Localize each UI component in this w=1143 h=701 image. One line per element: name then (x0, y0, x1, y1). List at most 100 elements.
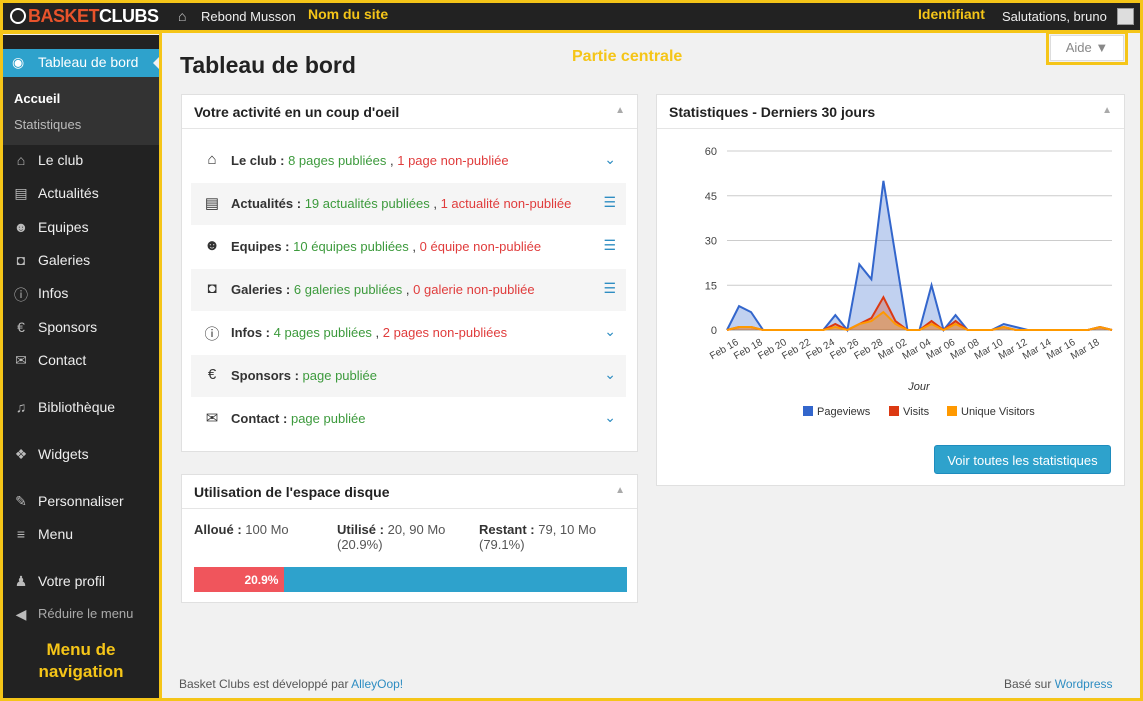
disk-used: Utilisé : 20, 90 Mo (20.9%) (337, 522, 446, 552)
collapse-toggle-icon[interactable]: ▲ (1102, 105, 1112, 116)
submenu-item-accueil[interactable]: Accueil (14, 91, 61, 106)
sidebar-item-equipes[interactable]: ☻ Equipes (13, 219, 89, 235)
disk-widget-header[interactable]: Utilisation de l'espace disque ▲ (182, 475, 637, 509)
published-count[interactable]: 6 galeries publiées (293, 282, 403, 297)
activity-label: Sponsors : (231, 368, 299, 383)
unpublished-count[interactable]: 0 galerie non-publiée (413, 282, 535, 297)
document-icon: ▤ (204, 195, 220, 212)
info-icon: ⓘ (14, 287, 28, 303)
annotation-central: Partie centrale (572, 48, 683, 65)
disk-usage-widget: Utilisation de l'espace disque ▲ Alloué … (181, 474, 638, 603)
wordpress-link[interactable]: Wordpress (1054, 677, 1113, 691)
annotation-identifier: Identifiant (918, 6, 985, 22)
sidebar-item-contact[interactable]: ✉ Contact (3, 347, 159, 375)
alleyoop-link[interactable]: AlleyOop! (351, 677, 404, 691)
collapse-toggle-icon[interactable]: ▲ (615, 105, 625, 116)
expand-chevron-icon[interactable]: ⌄ (604, 323, 616, 339)
media-icon: ♫ (15, 399, 27, 415)
camera-icon: ◘ (16, 252, 26, 268)
dashboard-icon: ◉ (12, 54, 25, 70)
series-area-visits (727, 297, 1112, 330)
sidebar-item-menu[interactable]: ≡ Menu (3, 521, 159, 549)
expand-chevron-icon[interactable]: ⌄ (604, 366, 616, 382)
submenu-item-statistiques[interactable]: Statistiques (14, 117, 82, 132)
series-line-unique-visitors (726, 310, 1113, 332)
sidebar-item-infos[interactable]: ⓘ Infos (14, 285, 69, 303)
legend-visits: Visits (889, 406, 929, 418)
annotation-site-name: Nom du site (308, 6, 389, 22)
info-icon: ⓘ (204, 326, 220, 343)
x-axis-label: Jour (907, 381, 931, 393)
series-line-pageviews (726, 180, 1113, 333)
unpublished-count[interactable]: 1 page non-publiée (397, 153, 509, 168)
document-icon: ▤ (14, 185, 28, 201)
footer-left: Basket Clubs est développé par AlleyOop! (179, 677, 404, 691)
activity-row: ⓘ Infos : 4 pages publiées , 2 pages non-… (204, 323, 616, 343)
help-tab[interactable]: Aide ▼ (1050, 35, 1124, 61)
sidebar-item-sponsors[interactable]: € Sponsors (3, 314, 159, 342)
collapse-toggle-icon[interactable]: ▲ (615, 485, 625, 496)
camera-icon: ◘ (207, 280, 217, 297)
footer-right: Basé sur Wordpress (1004, 677, 1113, 691)
published-count[interactable]: 4 pages publiées (273, 325, 372, 340)
euro-icon: € (17, 319, 25, 335)
activity-label: Contact : (231, 411, 288, 426)
published-count[interactable]: 19 actualités publiées (304, 196, 430, 211)
activity-widget-header[interactable]: Votre activité en un coup d'oeil ▲ (182, 95, 637, 129)
activity-label: Infos : (231, 325, 270, 340)
y-tick-label: 15 (705, 280, 717, 292)
annotation-nav: Menu de navigation (38, 640, 124, 681)
activity-row: ▤ Actualités : 19 actualités publiées , 1… (191, 183, 626, 225)
stats-widget-header[interactable]: Statistiques - Derniers 30 jours ▲ (657, 95, 1124, 129)
unpublished-count[interactable]: 0 équipe non-publiée (419, 239, 542, 254)
home-icon: ⌂ (16, 152, 26, 168)
legend-unique-visitors: Unique Visitors (947, 406, 1035, 418)
y-tick-label: 60 (705, 146, 717, 158)
sidebar-item-personnaliser[interactable]: ✎ Personnaliser (3, 488, 159, 516)
activity-label: Galeries : (231, 282, 291, 297)
users-icon: ☻ (204, 237, 220, 254)
envelope-icon: ✉ (205, 410, 219, 427)
expand-chevron-icon[interactable]: ⌄ (604, 409, 616, 425)
disk-allocated: Alloué : 100 Mo (194, 522, 289, 537)
sidebar-collapse-menu[interactable]: ◀ Réduire le menu (3, 601, 159, 629)
series-line-visits (726, 295, 1113, 332)
sidebar-item-profil[interactable]: ♟ Votre profil (3, 568, 159, 596)
sidebar-item-le-club[interactable]: ⌂ Le club (3, 147, 159, 175)
greeting-text[interactable]: Salutations, bruno (1002, 9, 1107, 24)
sidebar-item-actualites[interactable]: ▤ Actualités (3, 180, 159, 208)
activity-row: ◘ Galeries : 6 galeries publiées , 0 gale… (191, 269, 626, 311)
home-icon[interactable]: ⌂ (178, 8, 187, 24)
activity-row: € Sponsors : page publiée ⌄ (191, 355, 626, 397)
users-icon: ☻ (13, 219, 29, 235)
published-count[interactable]: page publiée (302, 368, 377, 383)
published-count[interactable]: 10 équipes publiées (293, 239, 409, 254)
published-count[interactable]: 8 pages publiées (288, 153, 387, 168)
collapse-icon: ◀ (15, 606, 27, 622)
expand-chevron-icon[interactable]: ⌄ (604, 151, 616, 167)
published-count[interactable]: page publiée (290, 411, 366, 426)
sidebar-nav: ◉ Tableau de bord Accueil Statistiques ⌂… (3, 35, 160, 698)
avatar[interactable] (1117, 8, 1134, 25)
list-icon[interactable]: ☰ (603, 280, 616, 296)
view-all-stats-button[interactable]: Voir toutes les statistiques (934, 445, 1111, 474)
submenu-dashboard: Accueil Statistiques (3, 77, 159, 145)
site-name-link[interactable]: Rebond Musson (201, 9, 296, 24)
sidebar-item-bibliotheque[interactable]: ♫ Bibliothèque (3, 394, 159, 422)
activity-row: ⌂ Le club : 8 pages publiées , 1 page non… (191, 140, 626, 182)
sidebar-item-galeries[interactable]: ◘ Galeries (3, 247, 159, 275)
activity-label: Actualités : (231, 196, 302, 211)
series-area-pageviews (727, 180, 1112, 330)
sidebar-item-dashboard[interactable]: ◉ Tableau de bord (3, 49, 160, 77)
list-icon[interactable]: ☰ (603, 237, 616, 253)
disk-usage-bar: 20.9% (194, 567, 627, 592)
unpublished-count[interactable]: 1 actualité non-publiée (440, 196, 572, 211)
unpublished-count[interactable]: 2 pages non-publiées (382, 325, 508, 340)
list-icon[interactable]: ☰ (603, 194, 616, 210)
activity-label: Le club : (231, 153, 285, 168)
basketclubs-logo[interactable]: BASKETCLUBS (10, 6, 159, 27)
widgets-icon: ❖ (14, 446, 28, 462)
sidebar-item-widgets[interactable]: ❖ Widgets (3, 441, 159, 469)
y-tick-label: 30 (705, 236, 717, 248)
